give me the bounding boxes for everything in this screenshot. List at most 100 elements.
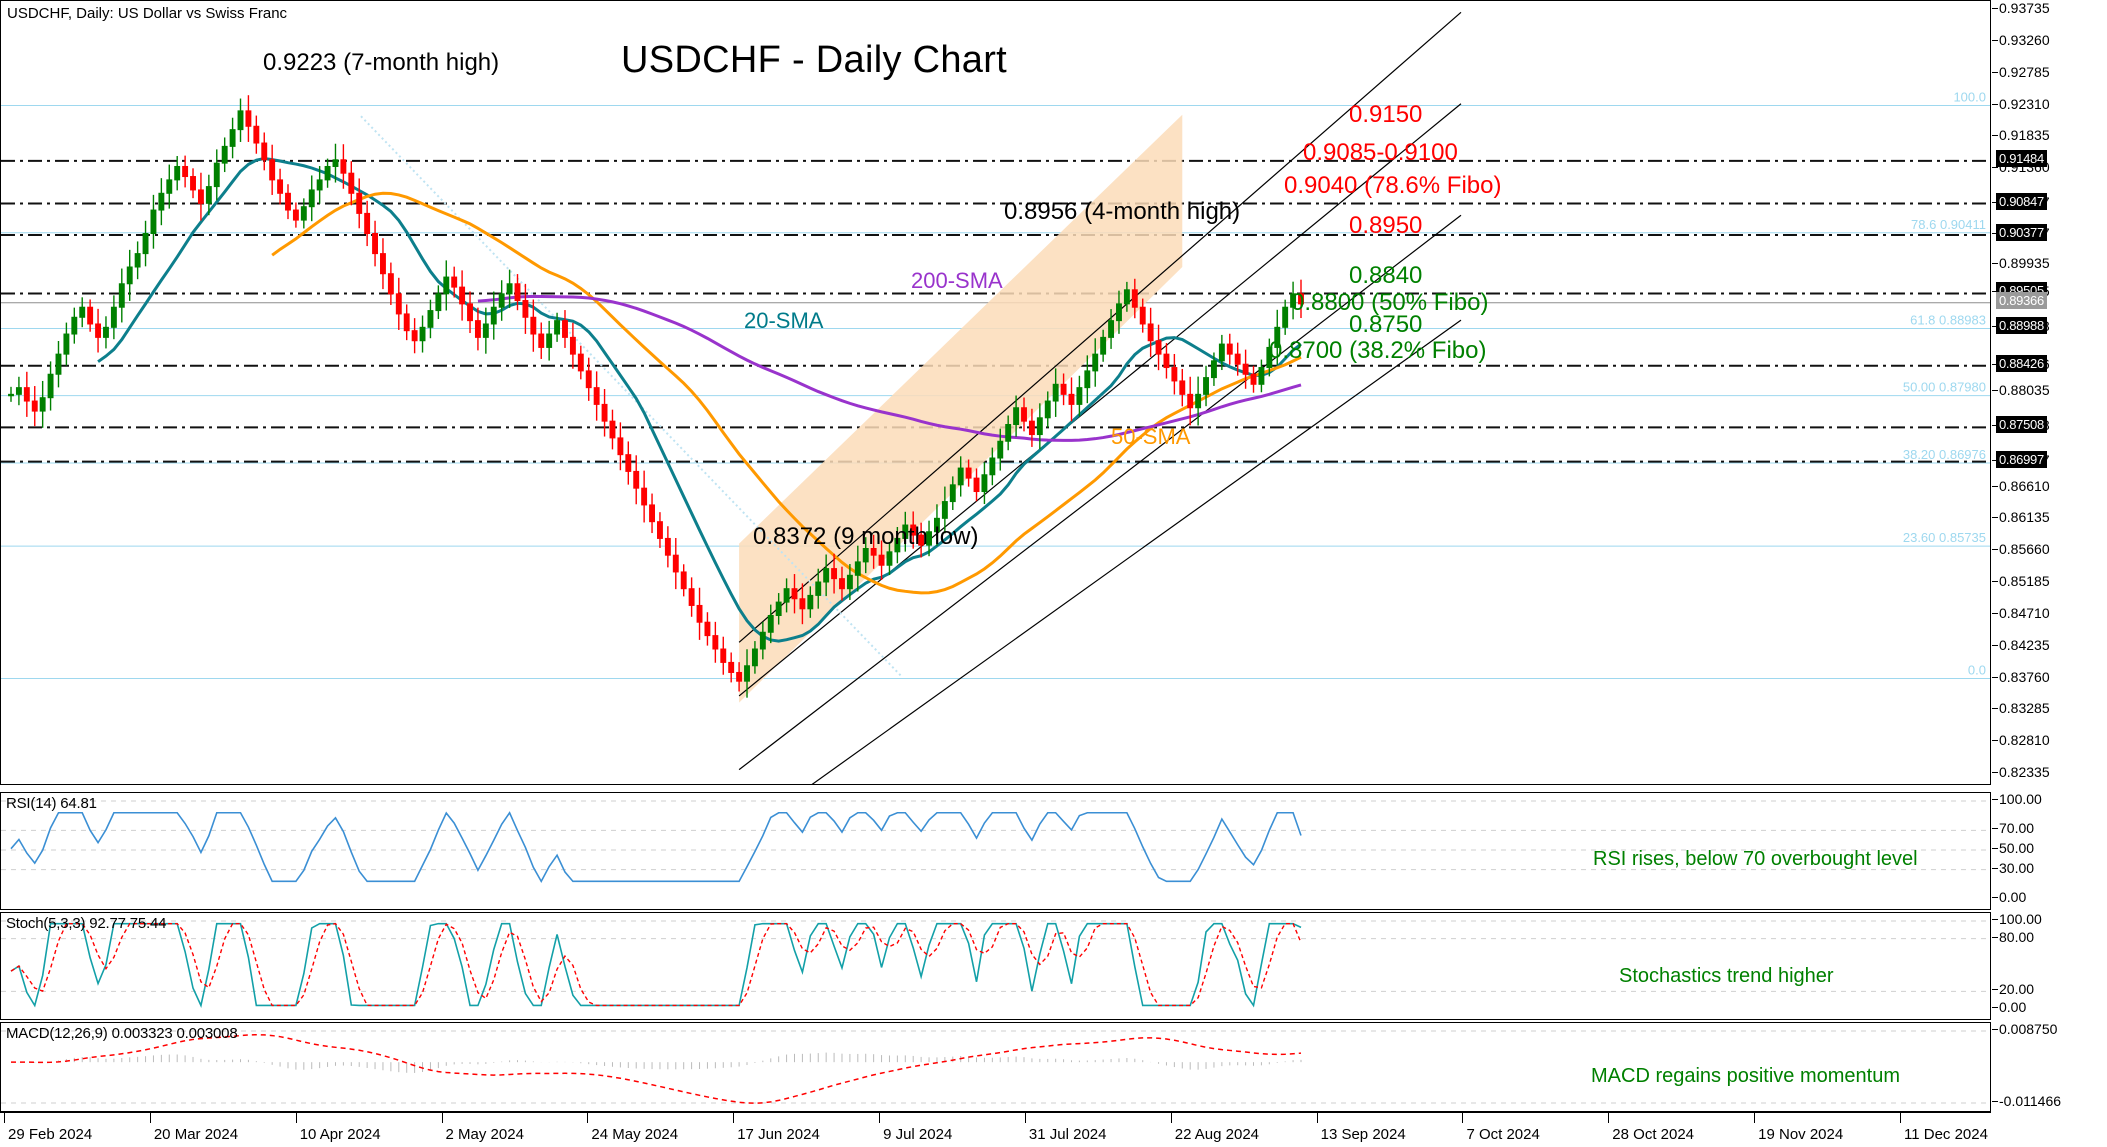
tick-label: 0.83760 [1999,668,2050,685]
date-tick [733,1112,735,1123]
tick-mark [1992,676,1998,678]
resistance-label-2: 0.9040 (78.6% Fibo) [1284,172,1502,199]
tick-label: 0.84710 [1999,604,2050,621]
price-tag: 0.88988 [1996,317,2047,335]
tick-mark [1992,936,1998,938]
date-tick [1900,1112,1901,1123]
rsi-panel[interactable]: RSI(14) 64.81 RSI rises, below 70 overbo… [0,792,1991,910]
svg-text:0.0: 0.0 [1968,663,1986,678]
price-axis: 0.93735 0.93260 0.92785 0.92310 0.91835 0.913… [1992,0,2107,785]
date-label: 19 Nov 2024 [1758,1126,1844,1143]
tick-label: 0.92785 [1999,63,2050,80]
symbol-header: USDCHF, Daily: US Dollar vs Swiss Franc [7,5,288,22]
date-axis: 29 Feb 2024 20 Mar 2024 10 Apr 2024 2 May 2… [0,1112,1991,1147]
svg-text:78.6 0.90411: 78.6 0.90411 [1911,217,1986,232]
resistance-label-1: 0.9085-0.9100 [1303,139,1458,166]
date-tick [879,1112,881,1123]
date-tick [587,1112,589,1123]
date-label: 13 Sep 2024 [1320,1126,1406,1143]
tick-mark [1992,326,1998,328]
rsi-axis: 100.00 70.00 50.00 30.00 0.00 [1992,791,2107,910]
tick-mark [1992,708,1998,710]
stoch-plot [1,920,1990,1008]
tick-mark [1992,459,1998,461]
macd-axis: 0.008750 -0.011466 [1992,1021,2107,1112]
resistance-label-0: 0.9150 [1349,101,1423,128]
svg-text:100.0: 100.0 [1953,90,1986,105]
tick-mark [1992,581,1998,582]
date-label: 7 Oct 2024 [1466,1126,1540,1143]
tick-label: 0.88035 [1999,382,2050,398]
tick-mark [1992,644,1998,646]
date-tick [1024,1112,1026,1123]
tick-mark [1992,233,1998,235]
tick-mark [1992,612,1998,614]
tick-mark [1992,1007,1998,1008]
tick-mark [1992,135,1998,137]
svg-text:61.8 0.88983: 61.8 0.88983 [1910,312,1986,327]
tick-label: 50.00 [1999,840,2035,856]
tick-mark [1992,1101,1998,1102]
date-tick [149,1112,151,1123]
date-tick [1754,1112,1756,1123]
date-tick [295,1112,297,1123]
tick-label: 0.93260 [1999,31,2050,48]
stoch-note: Stochastics trend higher [1619,965,1834,987]
tick-mark [1992,71,1998,73]
tick-mark [1992,363,1998,365]
tick-mark [1992,291,1998,293]
stochastics-panel[interactable]: Stoch(5,3,3) 92.77 75.44 Stochastics tre… [0,912,1991,1020]
rsi-note: RSI rises, below 70 overbought level [1593,848,1918,870]
tick-mark [1992,828,1998,830]
date-label: 2 May 2024 [445,1126,524,1143]
date-label: 10 Apr 2024 [299,1126,381,1143]
tick-label: 80.00 [1999,928,2035,945]
price-tag: 0.90847 [1996,192,2047,210]
tick-label: 0.86610 [1999,477,2050,494]
macd-note: MACD regains positive momentum [1591,1065,1900,1087]
tick-label: 0.91835 [1999,127,2050,144]
date-tick [1170,1112,1172,1123]
support-label-3: 0.8700 (38.2% Fibo) [1269,337,1487,364]
support-label-1: 0.8800 (50% Fibo) [1291,289,1489,316]
support-label-0: 0.8840 [1349,262,1423,289]
macd-panel[interactable]: MACD(12,26,9) 0.003323 0.003008 MACD reg… [0,1022,1991,1112]
date-label: 24 May 2024 [591,1126,679,1143]
date-label: 11 Dec 2024 [1904,1126,1988,1143]
date-label: 17 Jun 2024 [737,1126,820,1143]
annotation-4month-high: 0.8956 (4-month high) [1004,198,1241,225]
date-tick [1316,1112,1318,1123]
tick-mark [1992,799,1998,800]
price-plot: 100.0 78.6 0.90411 61.8 0.88983 50.00 0.879… [1,11,1990,784]
date-label: 29 Feb 2024 [8,1126,93,1143]
annotation-9month-low: 0.8372 (9 month low) [753,523,979,550]
stochastics-axis: 100.00 80.00 20.00 0.00 [1992,911,2107,1020]
date-tick [441,1112,443,1123]
annotation-20-sma: 20-SMA [744,308,824,333]
tick-label: 70.00 [1999,820,2035,837]
price-tag: 0.88426 [1996,354,2047,372]
tick-label: 0.85660 [1999,541,2050,558]
date-tick [1608,1112,1610,1123]
macd-label: MACD(12,26,9) 0.003323 0.003008 [6,1025,238,1042]
annotation-50-sma: 50-SMA [1111,424,1191,449]
tick-mark [1992,867,1998,869]
stoch-label: Stoch(5,3,3) 92.77 75.44 [6,915,167,932]
price-tag: 0.91484 [1996,149,2047,167]
price-chart-panel[interactable]: USDCHF, Daily: US Dollar vs Swiss Franc … [0,0,1991,785]
tick-mark [1992,1029,1998,1030]
tick-label: 0.89935 [1999,254,2050,271]
annotation-200-sma: 200-SMA [911,268,1003,293]
date-tick [1462,1112,1464,1123]
price-tag: 0.90377 [1996,224,2047,242]
date-tick [4,1112,5,1123]
tick-label: 0.82335 [1999,764,2050,780]
tick-label: 0.85185 [1999,573,2050,589]
tick-mark [1992,517,1998,519]
tick-mark [1992,485,1998,487]
tick-mark [1992,772,1998,773]
tick-label: 0.00 [1999,889,2027,905]
rsi-plot [1,800,1990,884]
date-label: 9 Jul 2024 [883,1126,953,1143]
